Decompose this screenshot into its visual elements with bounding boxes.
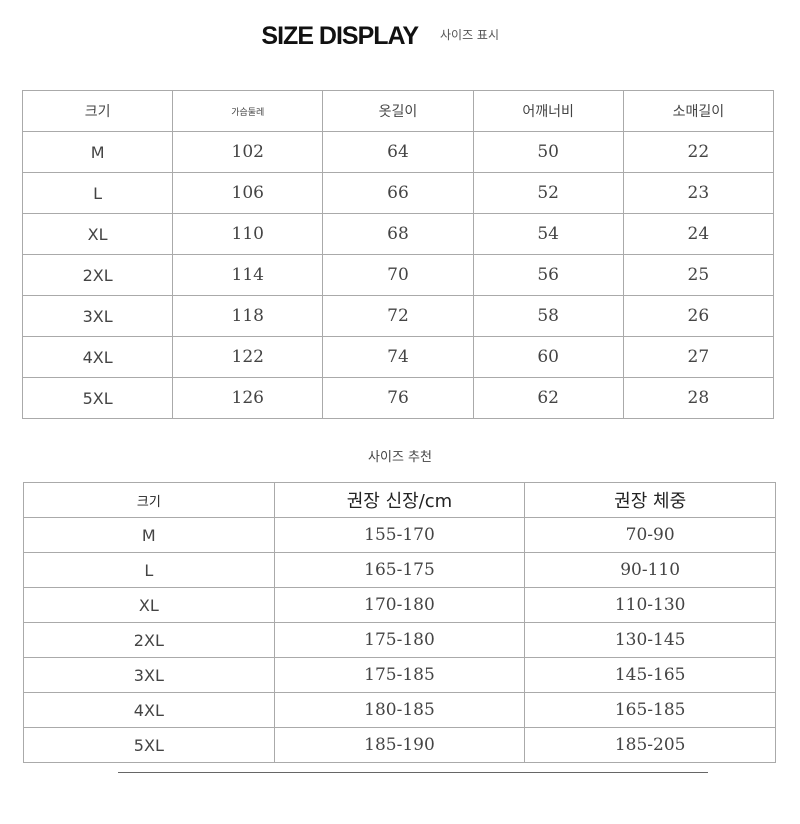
- value-cell: 106: [172, 172, 324, 214]
- value-cell: 22: [622, 131, 775, 173]
- size-cell: XL: [23, 587, 275, 623]
- title-ko: 사이즈 표시: [440, 28, 500, 42]
- value-cell: 74: [322, 336, 474, 378]
- value-cell: 165-175: [273, 552, 526, 588]
- value-cell: 70-90: [524, 517, 776, 553]
- value-cell: 66: [322, 172, 474, 214]
- column-header: 크기: [21, 90, 174, 132]
- value-cell: 102: [172, 131, 324, 173]
- header-row: 크기 가슴둘레 옷길이 어깨너비 소매길이: [21, 90, 775, 132]
- table-row: XL 170-180 110-130: [23, 587, 776, 623]
- value-cell: 60: [472, 336, 624, 378]
- value-cell: 56: [472, 254, 624, 296]
- value-cell: 62: [472, 377, 624, 419]
- table-row: L 165-175 90-110: [23, 552, 776, 588]
- table-row: 4XL 180-185 165-185: [23, 692, 776, 728]
- value-cell: 58: [472, 295, 624, 337]
- value-cell: 24: [622, 213, 775, 255]
- page-title: SIZE DISPLAY: [261, 22, 419, 50]
- value-cell: 110: [172, 213, 324, 255]
- table-row: 3XL 118 72 58 26: [21, 295, 775, 337]
- table-row: 5XL 126 76 62 28: [21, 377, 775, 419]
- column-header: 소매길이: [622, 90, 775, 132]
- recommend-title: 사이즈 추천: [368, 450, 432, 465]
- column-header: 어깨너비: [472, 90, 624, 132]
- value-cell: 165-185: [524, 692, 776, 728]
- value-cell: 25: [622, 254, 775, 296]
- size-cell: 4XL: [23, 692, 275, 728]
- value-cell: 64: [322, 131, 474, 173]
- value-cell: 110-130: [524, 587, 776, 623]
- table-row: M 155-170 70-90: [23, 517, 776, 553]
- value-cell: 23: [622, 172, 775, 214]
- table-row: 4XL 122 74 60 27: [21, 336, 775, 378]
- size-cell: 2XL: [21, 254, 174, 296]
- value-cell: 126: [172, 377, 324, 419]
- value-cell: 28: [622, 377, 775, 419]
- table-row: M 102 64 50 22: [21, 131, 775, 173]
- size-cell: 3XL: [21, 295, 174, 337]
- column-header: 옷길이: [322, 90, 474, 132]
- value-cell: 27: [622, 336, 775, 378]
- size-cell: 2XL: [23, 622, 275, 658]
- value-cell: 50: [472, 131, 624, 173]
- value-cell: 68: [322, 213, 474, 255]
- table-row: L 106 66 52 23: [21, 172, 775, 214]
- value-cell: 118: [172, 295, 324, 337]
- value-cell: 52: [472, 172, 624, 214]
- size-table: 크기 가슴둘레 옷길이 어깨너비 소매길이 M 102 64 50 22 L 106 66 52 23 XL 1…: [21, 90, 775, 419]
- value-cell: 26: [622, 295, 775, 337]
- value-cell: 54: [472, 213, 624, 255]
- value-cell: 72: [322, 295, 474, 337]
- recommend-table: 크기 권장 신장/cm 권장 체중 M 155-170 70-90 L 165-175 90-1…: [23, 482, 776, 763]
- value-cell: 170-180: [273, 587, 526, 623]
- size-cell: 5XL: [23, 727, 275, 763]
- size-cell: XL: [21, 213, 174, 255]
- value-cell: 90-110: [524, 552, 776, 588]
- value-cell: 130-145: [524, 622, 776, 658]
- column-header: 가슴둘레: [172, 90, 324, 132]
- column-header: 권장 체중: [524, 482, 776, 518]
- size-cell: M: [23, 517, 275, 553]
- size-cell: L: [23, 552, 275, 588]
- header-row: 크기 권장 신장/cm 권장 체중: [23, 482, 776, 518]
- table-row: 3XL 175-185 145-165: [23, 657, 776, 693]
- table-row: 5XL 185-190 185-205: [23, 727, 776, 763]
- value-cell: 70: [322, 254, 474, 296]
- column-header: 권장 신장/cm: [273, 482, 526, 518]
- divider: [118, 772, 708, 773]
- value-cell: 175-180: [273, 622, 526, 658]
- value-cell: 175-185: [273, 657, 526, 693]
- value-cell: 180-185: [273, 692, 526, 728]
- size-cell: 3XL: [23, 657, 275, 693]
- value-cell: 185-190: [273, 727, 526, 763]
- size-cell: M: [21, 131, 174, 173]
- table-row: XL 110 68 54 24: [21, 213, 775, 255]
- value-cell: 155-170: [273, 517, 526, 553]
- value-cell: 122: [172, 336, 324, 378]
- value-cell: 114: [172, 254, 324, 296]
- value-cell: 145-165: [524, 657, 776, 693]
- table-row: 2XL 175-180 130-145: [23, 622, 776, 658]
- size-cell: 4XL: [21, 336, 174, 378]
- value-cell: 76: [322, 377, 474, 419]
- column-header: 크기: [23, 482, 275, 518]
- value-cell: 185-205: [524, 727, 776, 763]
- size-cell: L: [21, 172, 174, 214]
- size-cell: 5XL: [21, 377, 174, 419]
- table-row: 2XL 114 70 56 25: [21, 254, 775, 296]
